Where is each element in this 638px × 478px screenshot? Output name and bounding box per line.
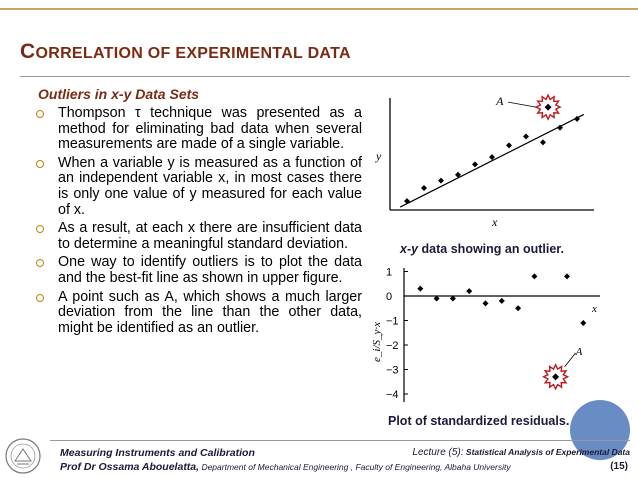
footer-lecture: Lecture (5): Statistical Analysis of Exp… [412, 447, 630, 458]
label-leader-line [565, 353, 576, 367]
footer-author: Prof Dr Ossama Abouelatta, Department of… [60, 461, 511, 473]
title-rule [20, 76, 630, 77]
y-axis-label: y [375, 149, 382, 163]
y-tick-label: 1 [386, 267, 392, 279]
residual-x-axis-label: x [591, 303, 597, 315]
data-point [404, 198, 410, 204]
y-tick-label: −1 [386, 316, 399, 328]
residual-point [564, 273, 570, 279]
label-leader-line [508, 102, 536, 107]
point-label-a: A [575, 346, 583, 358]
bullet-list: Thompson τ technique was presented as a … [36, 106, 362, 339]
university-seal-icon [4, 437, 42, 475]
outlier-point [552, 373, 559, 380]
data-point [523, 134, 529, 140]
footer-rule [50, 440, 630, 441]
bullet-ring-icon [36, 259, 44, 267]
residual-point [483, 300, 489, 306]
section-subtitle: Outliers in x-y Data Sets [38, 86, 199, 102]
point-label-a: A [495, 94, 504, 108]
top-figure-caption: x-y data showing an outlier. [400, 242, 564, 256]
bullet-ring-icon [36, 225, 44, 233]
bullet-item: Thompson τ technique was presented as a … [36, 106, 362, 153]
residual-point [515, 305, 521, 311]
residual-plot-figure: 1 0 −1 −2 −3 −4 A x e_i/S_y·x [372, 262, 604, 410]
data-point [506, 142, 512, 148]
bullet-ring-icon [36, 110, 44, 118]
footer-page-number: (15) [610, 461, 628, 472]
y-tick-label: −2 [386, 340, 399, 352]
residual-y-axis-label: e_i/S_y·x [372, 322, 383, 362]
residual-point [499, 298, 505, 304]
bottom-figure-caption: Plot of standardized residuals. [388, 414, 569, 428]
y-tick-label: −4 [386, 389, 399, 401]
residual-point [466, 288, 472, 294]
x-axis-label: x [491, 215, 498, 229]
y-tick-label: 0 [386, 291, 392, 303]
best-fit-line [400, 114, 584, 207]
residual-point [580, 320, 586, 326]
bullet-item: One way to identify outliers is to plot … [36, 255, 362, 286]
outlier-point [545, 104, 552, 111]
data-point [438, 178, 444, 184]
bullet-item: As a result, at each x there are insuffi… [36, 221, 362, 252]
bullet-ring-icon [36, 294, 44, 302]
y-tick-label: −3 [386, 365, 399, 377]
data-point [421, 185, 427, 191]
data-point [472, 161, 478, 167]
residual-point [531, 273, 537, 279]
top-rule [0, 8, 638, 10]
data-point [540, 139, 546, 145]
bullet-ring-icon [36, 160, 44, 168]
residual-point [417, 286, 423, 292]
xy-scatter-figure: A y x [372, 92, 602, 232]
bullet-item: When a variable y is measured as a funct… [36, 156, 362, 218]
bullet-item: A point such as A, which shows a much la… [36, 290, 362, 337]
slide-title: CORRELATION OF EXPERIMENTAL DATA [20, 40, 351, 64]
footer-course: Measuring Instruments and Calibration [60, 447, 255, 459]
